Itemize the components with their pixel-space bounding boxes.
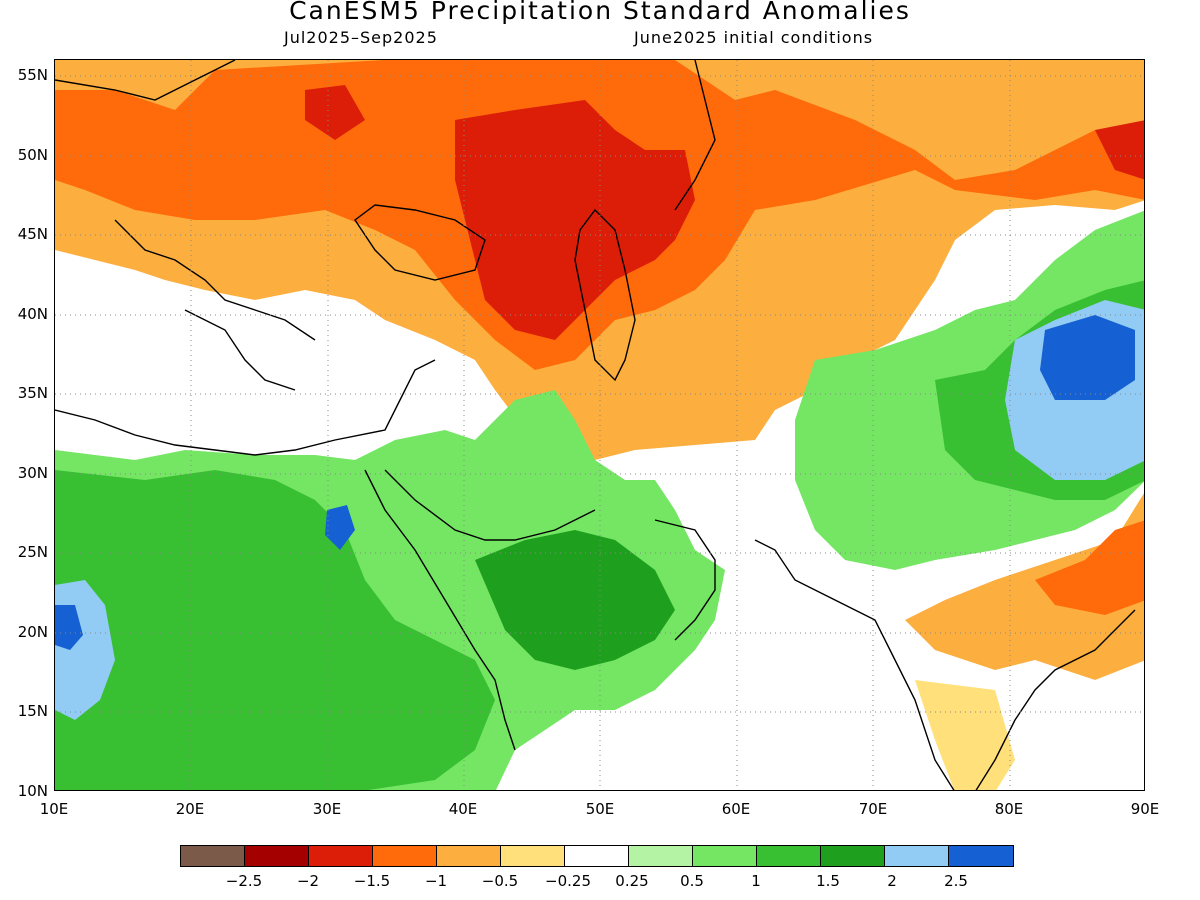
lon-label-40e: 40E (448, 800, 478, 818)
colorbar-label: 0.5 (680, 872, 704, 890)
lat-label-40n: 40N (17, 305, 48, 323)
initial-conditions-label: June2025 initial conditions (634, 28, 874, 47)
colorbar-label: 2 (887, 872, 897, 890)
lon-label-90e: 90E (1130, 800, 1160, 818)
colorbar-swatch (565, 846, 629, 866)
wet-region-tibet-blue (1040, 315, 1135, 400)
colorbar-label: −1.5 (353, 872, 391, 890)
wet-region-sahel-blue (55, 605, 83, 650)
colorbar-swatch (501, 846, 565, 866)
dry-region-yellow-strip (915, 680, 1015, 790)
dry-region-india-orange (1035, 520, 1144, 615)
lat-label-45n: 45N (17, 225, 48, 243)
lon-label-30e: 30E (312, 800, 342, 818)
colorbar-swatch (885, 846, 949, 866)
colorbar-label: 2.5 (944, 872, 968, 890)
lon-label-20e: 20E (175, 800, 205, 818)
colorbar-swatch (437, 846, 501, 866)
lat-label-15n: 15N (17, 702, 48, 720)
colorbar-swatch (245, 846, 309, 866)
wet-region-arabia-dark (475, 530, 675, 670)
dry-region-red (455, 100, 695, 340)
lon-label-60e: 60E (721, 800, 751, 818)
colorbar-label: −1 (424, 872, 448, 890)
lon-label-70e: 70E (858, 800, 888, 818)
lat-label-50n: 50N (17, 146, 48, 164)
lat-label-30n: 30N (17, 464, 48, 482)
dry-region-red-east (1095, 120, 1144, 180)
colorbar-label: 1.5 (816, 872, 840, 890)
coastlines (55, 60, 1136, 790)
colorbar-label: −2 (296, 872, 320, 890)
lat-label-55n: 55N (17, 66, 48, 84)
wet-region-africa-dark (55, 470, 495, 790)
colorbar-swatch (373, 846, 437, 866)
period-label: Jul2025–Sep2025 (284, 28, 438, 47)
colorbar (180, 845, 1014, 867)
lat-label-10n: 10N (17, 782, 48, 800)
graticule (55, 60, 1144, 790)
dry-region-red-west (305, 85, 365, 140)
colorbar-swatch (309, 846, 373, 866)
lon-label-50e: 50E (585, 800, 615, 818)
lat-label-35n: 35N (17, 384, 48, 402)
wet-region-libya-blue (325, 505, 355, 550)
colorbar-swatch (821, 846, 885, 866)
dry-region-india (905, 493, 1144, 680)
colorbar-label: 0.25 (615, 872, 649, 890)
colorbar-label: −0.25 (545, 872, 591, 890)
colorbar-label: −2.5 (225, 872, 263, 890)
colorbar-swatch (629, 846, 693, 866)
anomaly-map (54, 59, 1145, 791)
colorbar-swatch (693, 846, 757, 866)
figure-title: CanESM5 Precipitation Standard Anomalies (289, 0, 911, 25)
lat-label-20n: 20N (17, 623, 48, 641)
lat-label-25n: 25N (17, 543, 48, 561)
colorbar-swatch (181, 846, 245, 866)
colorbar-swatch (757, 846, 821, 866)
colorbar-label: −0.5 (481, 872, 519, 890)
lon-label-10e: 10E (39, 800, 69, 818)
colorbar-swatch (949, 846, 1013, 866)
colorbar-label: 1 (751, 872, 761, 890)
lon-label-80e: 80E (994, 800, 1024, 818)
